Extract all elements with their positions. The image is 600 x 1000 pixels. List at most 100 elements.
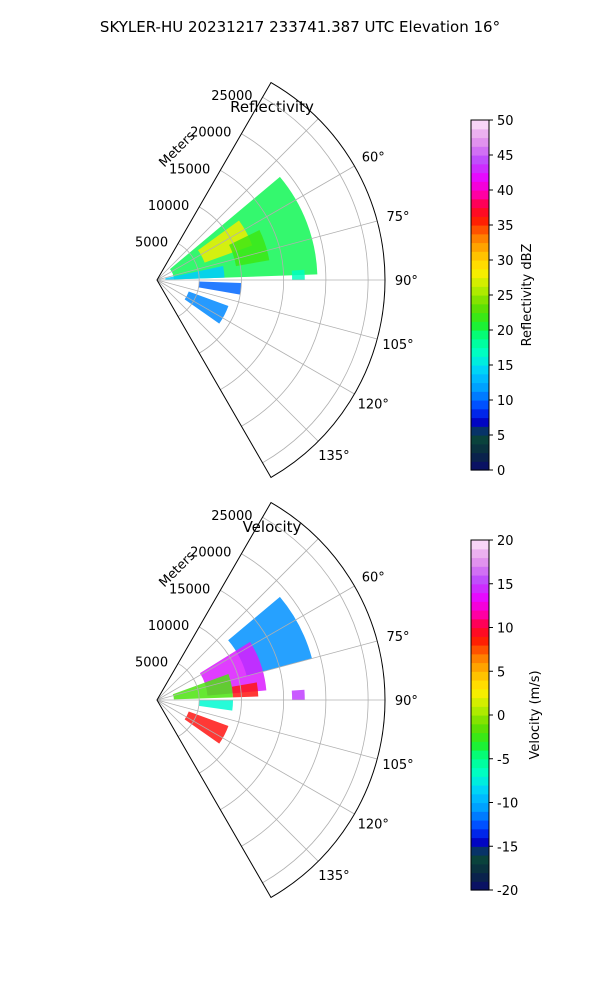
colorbar-swatch [471, 347, 489, 357]
azimuth-gridline [156, 220, 378, 281]
colorbar-swatch [471, 295, 489, 305]
azimuth-gridline [156, 165, 355, 281]
colorbar-swatch [471, 863, 489, 874]
colorbar-swatch [471, 225, 489, 235]
colorbar-swatch [471, 216, 489, 226]
range-tick-label: 15000 [169, 582, 210, 597]
colorbar-swatch [471, 793, 489, 804]
sector-frame [156, 81, 386, 479]
range-tick-label: 15000 [169, 162, 210, 177]
colorbar-swatch [471, 408, 489, 419]
colorbar-tick-label: 45 [497, 149, 514, 164]
colorbar-swatch [471, 443, 489, 454]
colorbar-swatch [471, 330, 489, 340]
colorbar-swatch [471, 715, 489, 725]
panel-title: Reflectivity [230, 98, 314, 116]
colorbar-tick-label: 15 [497, 578, 514, 593]
azimuth-tick-labels: 60° 75° 90° 105° 120° 135° [318, 150, 418, 464]
colorbar-swatch [471, 688, 489, 699]
colorbar-swatch [471, 461, 489, 471]
colorbar-swatch [471, 610, 489, 620]
sector-frame [156, 501, 386, 899]
range-tick-label: 20000 [190, 126, 231, 141]
colorbar-swatch [471, 828, 489, 839]
colorbar-tick-label: 10 [497, 394, 514, 409]
colorbar-swatch [471, 426, 489, 436]
colorbar-tick-label: -15 [497, 840, 518, 855]
azimuth-tick-label: 60° [362, 570, 385, 585]
azimuth-tick-label: 135° [318, 869, 349, 884]
colorbar-label: Velocity (m/s) [528, 670, 543, 759]
range-tick-label: 25000 [211, 509, 252, 524]
colorbar-swatch [471, 662, 489, 672]
azimuth-gridline [156, 279, 355, 395]
polar-grid [156, 96, 385, 464]
colorbar-swatch [471, 286, 489, 296]
colorbar-swatch [471, 540, 489, 550]
colorbar-gradient [471, 540, 489, 891]
colorbar-swatch [471, 645, 489, 655]
azimuth-tick-label: 75° [386, 630, 409, 645]
range-tick-label: 25000 [211, 89, 252, 104]
figure-suptitle: SKYLER-HU 20231217 233741.387 UTC Elevat… [100, 18, 500, 36]
colorbar-swatch [471, 303, 489, 314]
colorbar-swatch [471, 767, 489, 777]
azimuth-gridline [156, 699, 319, 862]
colorbar-swatch [471, 181, 489, 191]
colorbar-swatch [471, 172, 489, 182]
colorbar-swatch [471, 776, 489, 786]
colorbar-swatch [471, 723, 489, 734]
colorbar: 0 5 10 15 20 25 30 35 40 45 50 Reflectivity dBZ [470, 114, 535, 479]
echo-region [229, 230, 270, 267]
colorbar-swatch [471, 575, 489, 585]
colorbar-swatch [471, 312, 489, 322]
azimuth-tick-label: 120° [358, 398, 389, 413]
colorbar-swatch [471, 391, 489, 401]
colorbar-swatch [471, 251, 489, 261]
colorbar-swatch [471, 268, 489, 279]
colorbar-swatch [471, 198, 489, 209]
colorbar-swatch [471, 820, 489, 830]
colorbar-swatch [471, 128, 489, 139]
azimuth-tick-label: 105° [382, 758, 413, 773]
range-tick-label: 10000 [148, 619, 189, 634]
colorbar-swatch [471, 732, 489, 742]
colorbar-swatch [471, 636, 489, 646]
azimuth-gridline [156, 699, 378, 760]
colorbar-tick-label: 30 [497, 254, 514, 269]
colorbar-swatch [471, 137, 489, 147]
colorbar-swatch [471, 277, 489, 287]
azimuth-gridline [156, 538, 319, 701]
colorbar-swatch [471, 190, 489, 200]
echo-region [172, 674, 233, 700]
colorbar-swatch [471, 881, 489, 891]
colorbar-swatch [471, 855, 489, 865]
echo-region [165, 265, 225, 280]
colorbar-swatch [471, 680, 489, 690]
colorbar-swatch [471, 207, 489, 217]
echo-region [198, 700, 233, 711]
azimuth-tick-label: 120° [358, 818, 389, 833]
colorbar-swatch [471, 373, 489, 384]
range-tick-labels: 5000 10000 15000 20000 25000 [135, 509, 253, 670]
azimuth-gridline [156, 279, 319, 442]
colorbar-label: Reflectivity dBZ [520, 244, 535, 347]
range-tick-label: 5000 [135, 655, 168, 670]
colorbar-swatch [471, 365, 489, 375]
colorbar-swatch [471, 146, 489, 156]
azimuth-gridline [156, 118, 319, 281]
colorbar-swatch [471, 417, 489, 427]
colorbar-swatch [471, 601, 489, 611]
reflectivity-panel: Reflectivity Meters 05101520253035404550… [135, 81, 535, 479]
azimuth-gridline [156, 585, 355, 701]
range-tick-label: 20000 [190, 546, 231, 561]
azimuth-gridline [156, 699, 355, 815]
colorbar-swatch [471, 260, 489, 270]
echo-region [291, 689, 305, 700]
colorbar-swatch [471, 627, 489, 637]
colorbar-swatch [471, 233, 489, 244]
colorbar-gradient [471, 120, 489, 471]
colorbar-swatch [471, 758, 489, 769]
colorbar-tick-label: 5 [497, 429, 505, 444]
